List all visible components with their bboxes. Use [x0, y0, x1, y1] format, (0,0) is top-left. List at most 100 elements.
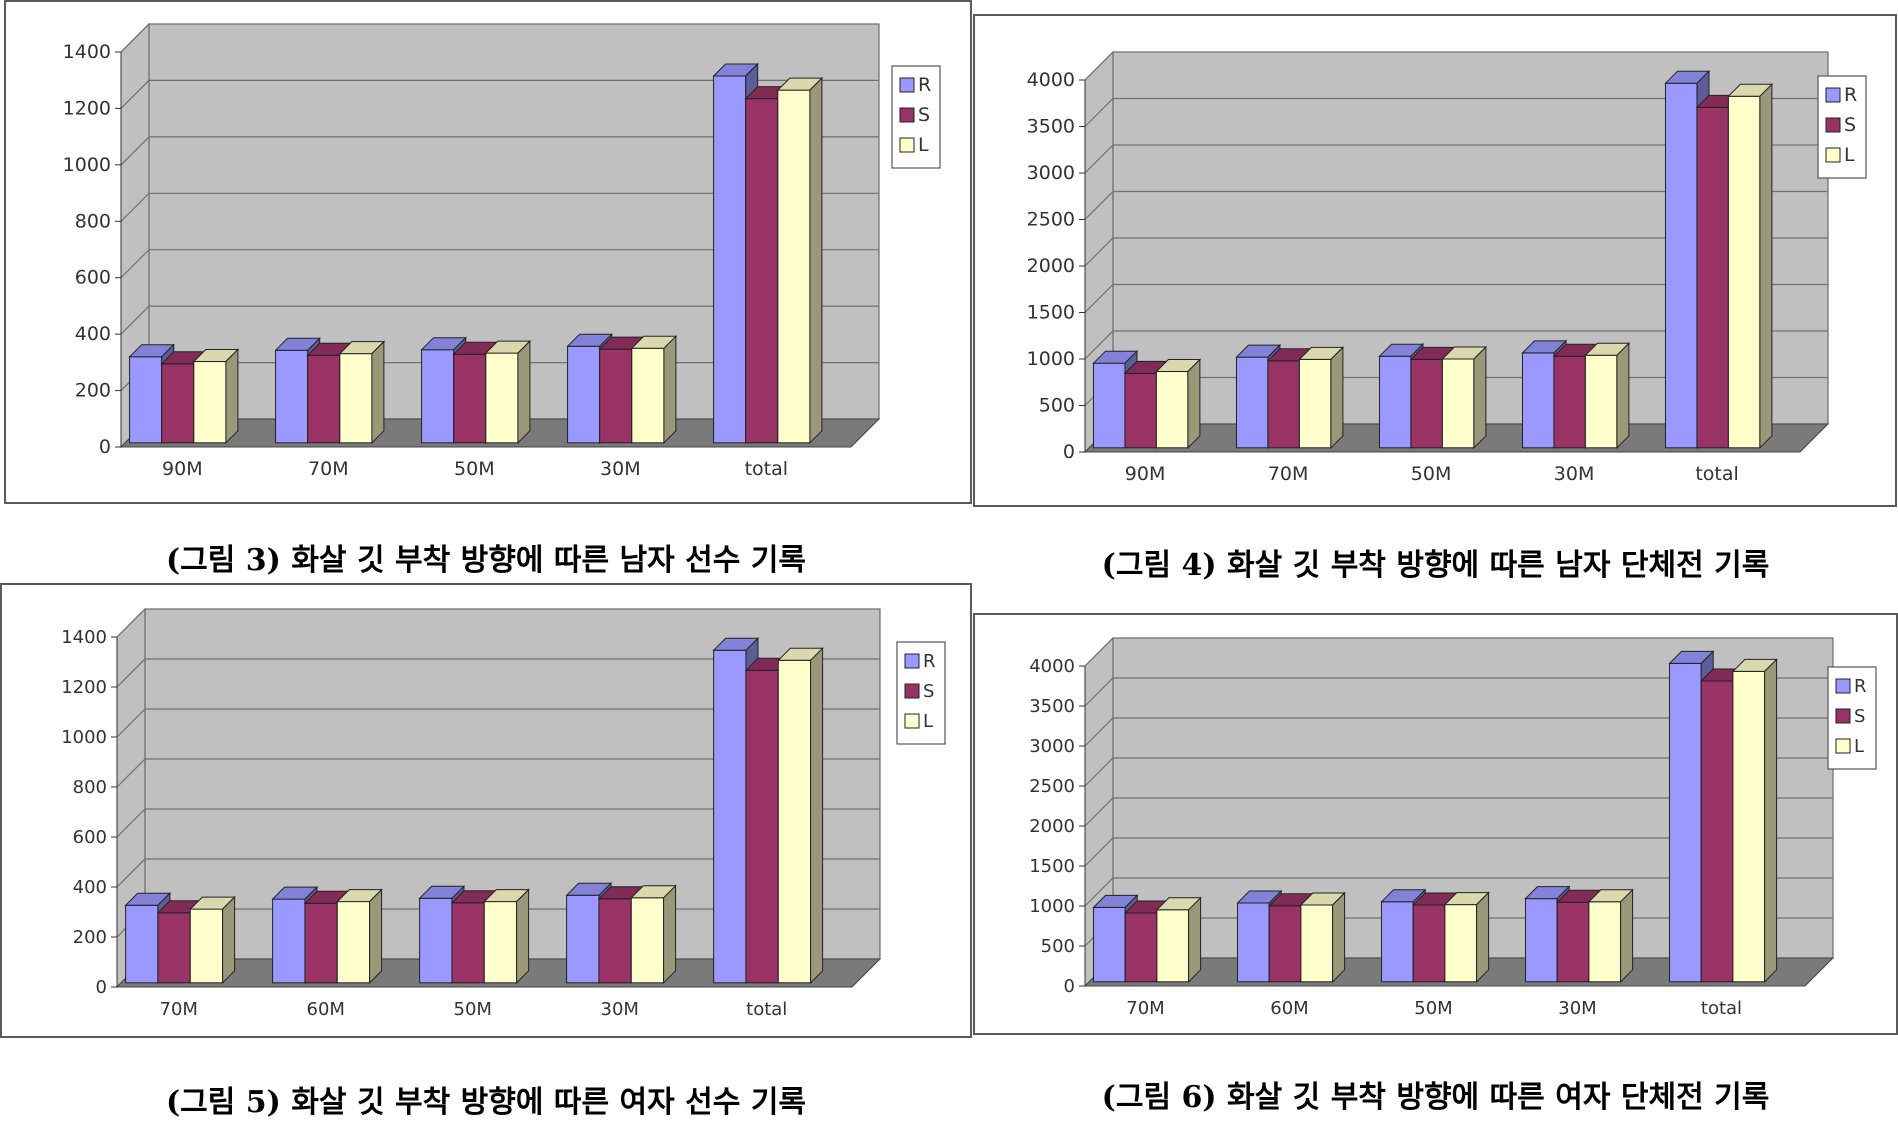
- gridline: [1084, 837, 1833, 867]
- gridline: [1084, 237, 1828, 267]
- y-tick-label: 200: [73, 927, 107, 948]
- x-tick-label: 30M: [601, 999, 639, 1020]
- bar-front: [630, 897, 665, 984]
- legend-swatch-S: [1835, 708, 1851, 724]
- y-tick-label: 1400: [63, 41, 111, 63]
- x-tick-label: 50M: [454, 999, 492, 1020]
- bar-front: [1696, 106, 1729, 449]
- bar-side: [1188, 896, 1202, 984]
- bar-front: [193, 361, 227, 444]
- gridline: [116, 708, 880, 738]
- bar-front: [307, 354, 341, 444]
- bar-front: [129, 356, 163, 444]
- gridline: [1084, 877, 1833, 907]
- legend-swatch-S: [899, 107, 915, 123]
- bar-L-30M: [1584, 342, 1631, 450]
- legend-swatch-R: [1835, 678, 1851, 694]
- y-tick-label: 400: [75, 323, 111, 345]
- gridline: [1084, 190, 1828, 220]
- y-tick-label: 0: [99, 436, 111, 458]
- legend-label-S: S: [1854, 706, 1865, 727]
- gridline: [1084, 283, 1828, 313]
- bar-side: [810, 647, 824, 985]
- chart-panel-2: 0 500 1000 1500 2000 2500 3000 3500 4000 90M 70M 50…: [973, 14, 1897, 507]
- bar-front: [1300, 904, 1334, 983]
- x-tick-label: total: [746, 999, 787, 1020]
- bar-side: [517, 339, 531, 445]
- gridline: [1084, 51, 1828, 81]
- bar-front: [1588, 901, 1622, 983]
- bar-front: [451, 902, 485, 984]
- bar-side: [516, 888, 530, 985]
- bar-side: [1330, 346, 1344, 450]
- bar-front: [272, 898, 306, 984]
- x-tick-label: 30M: [1558, 998, 1596, 1019]
- bar-front: [1727, 95, 1761, 449]
- y-tick-label: 1200: [63, 97, 111, 119]
- gridline: [1084, 637, 1833, 667]
- bar-front: [598, 898, 632, 984]
- x-tick-label: 70M: [160, 999, 198, 1020]
- y-tick-label: 1200: [61, 677, 107, 698]
- y-tick-label: 600: [73, 827, 107, 848]
- bar-L-70M: [1155, 896, 1202, 984]
- gridline: [120, 23, 879, 53]
- bar-front: [1156, 909, 1190, 983]
- bar-front: [1441, 358, 1475, 449]
- y-tick-label: 2500: [1027, 209, 1075, 231]
- bar-front: [1268, 905, 1302, 983]
- y-tick-label: 4000: [1029, 656, 1075, 677]
- legend-label-L: L: [923, 711, 933, 732]
- legend-swatch-R: [904, 653, 920, 669]
- bar-side: [1616, 342, 1630, 450]
- bar-front: [1381, 901, 1414, 983]
- legend-label-L: L: [1854, 736, 1864, 757]
- y-tick-label: 2000: [1027, 255, 1075, 277]
- bar-front: [1092, 362, 1126, 449]
- legend-label-R: R: [923, 651, 936, 672]
- x-tick-label: 70M: [1126, 998, 1164, 1019]
- bar-L-70M: [1298, 346, 1345, 450]
- legend-swatch-L: [904, 713, 920, 729]
- y-tick-label: 0: [1063, 441, 1075, 463]
- y-tick-label: 0: [96, 977, 107, 998]
- legend-label-L: L: [1844, 144, 1855, 166]
- bar-front: [161, 363, 195, 444]
- bar-front: [1378, 355, 1412, 449]
- bar-L-50M: [1441, 345, 1488, 450]
- bar-side: [1476, 891, 1490, 984]
- bar-side: [1473, 345, 1487, 450]
- bar-front: [1732, 670, 1766, 983]
- y-tick-label: 0: [1064, 976, 1075, 997]
- bar-side: [1620, 888, 1634, 984]
- bar-front: [304, 902, 338, 984]
- y-tick-label: 200: [75, 380, 111, 402]
- bar-L-70M: [338, 340, 386, 445]
- gridline: [120, 305, 879, 335]
- gridline: [120, 79, 879, 109]
- gridline: [1084, 144, 1828, 174]
- bar-front: [485, 352, 519, 444]
- legend-swatch-L: [899, 137, 915, 153]
- y-tick-label: 3500: [1029, 696, 1075, 717]
- chart-caption-4: (그림 6) 화살 깃 부착 방향에 따른 여자 단체전 기록: [1101, 1080, 1770, 1115]
- legend-box: [891, 65, 941, 169]
- x-tick-label: 50M: [1411, 463, 1452, 485]
- bar-front: [713, 75, 747, 444]
- bar-front: [189, 908, 224, 984]
- bar-front: [1155, 371, 1189, 449]
- x-tick-label: 60M: [1270, 998, 1308, 1019]
- chart-panel-3: 0 200 400 600 800 1000 1200 1400 70M 60M 50M 30M tot…: [0, 583, 972, 1038]
- bar-front: [566, 894, 600, 984]
- x-tick-label: 70M: [308, 458, 349, 480]
- bar-L-50M: [483, 888, 530, 985]
- bar-front: [1237, 902, 1270, 983]
- gridline: [1084, 797, 1833, 827]
- y-tick-label: 500: [1039, 395, 1075, 417]
- bar-L-60M: [336, 888, 383, 985]
- y-tick-label: 2500: [1029, 776, 1075, 797]
- y-tick-label: 4000: [1027, 69, 1075, 91]
- bar-front: [713, 649, 747, 984]
- bar-L-total: [1727, 83, 1774, 450]
- bar-front: [1669, 662, 1702, 983]
